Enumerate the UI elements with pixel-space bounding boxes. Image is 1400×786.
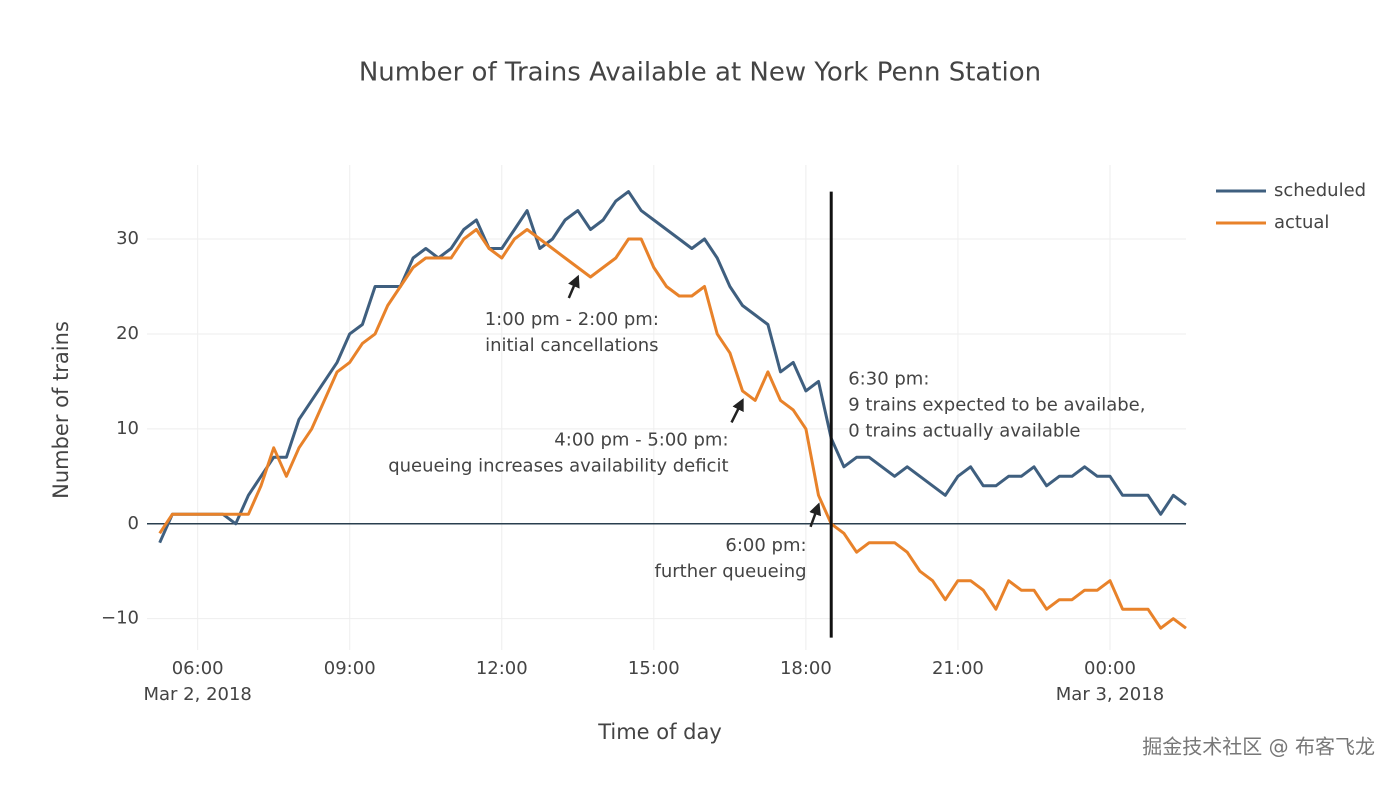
x-tick-label: 21:00: [932, 658, 984, 679]
legend-label: scheduled: [1274, 180, 1366, 201]
x-tick-label: 18:00: [780, 658, 832, 679]
y-tick-label: 0: [128, 513, 139, 534]
y-tick-label: 10: [116, 418, 139, 439]
annotation-text: queueing increases availability deficit: [388, 455, 728, 476]
x-date-label: Mar 3, 2018: [1056, 684, 1164, 705]
annotation-text: 0 trains actually available: [848, 420, 1080, 441]
x-axis-title: Time of day: [597, 720, 722, 744]
annotation-arrow: [730, 398, 744, 423]
y-tick-label: 30: [116, 228, 139, 249]
series-line: [158, 190, 1187, 544]
annotation-text: 6:00 pm:: [725, 535, 806, 556]
x-tick-label: 12:00: [476, 658, 528, 679]
x-tick-label: 09:00: [324, 658, 376, 679]
annotation-arrow: [809, 502, 822, 528]
annotation-arrow: [567, 274, 580, 299]
x-date-label: Mar 2, 2018: [143, 684, 251, 705]
y-tick-label: −10: [101, 608, 139, 629]
y-tick-label: 20: [116, 323, 139, 344]
annotation-text: initial cancellations: [485, 335, 658, 356]
x-tick-label: 06:00: [172, 658, 224, 679]
annotation-text: 9 trains expected to be availabe,: [848, 394, 1145, 415]
annotation-text: further queueing: [655, 561, 807, 582]
annotation-text: 6:30 pm:: [848, 368, 929, 389]
x-tick-label: 00:00: [1084, 658, 1136, 679]
annotation-text: 1:00 pm - 2:00 pm:: [485, 309, 659, 330]
watermark: 掘金技术社区 @ 布客飞龙: [1142, 735, 1375, 759]
y-axis-title: Number of trains: [49, 321, 73, 499]
x-tick-label: 15:00: [628, 658, 680, 679]
annotation-text: 4:00 pm - 5:00 pm:: [554, 429, 728, 450]
chart-title: Number of Trains Available at New York P…: [359, 58, 1041, 88]
legend-label: actual: [1274, 212, 1329, 233]
series-line: [158, 228, 1187, 630]
